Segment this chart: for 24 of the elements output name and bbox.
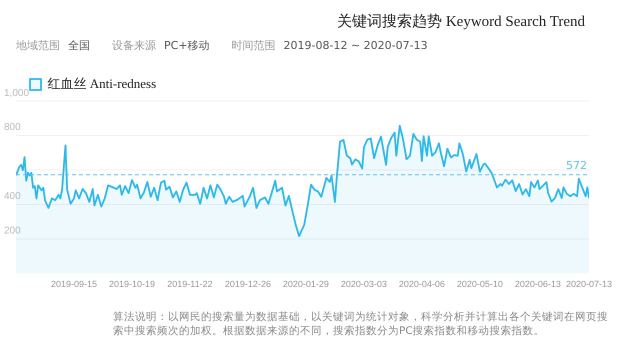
- legend-label: 红血丝 Anti-redness: [48, 76, 156, 91]
- x-tick-label: 2020-06-13: [514, 279, 561, 290]
- x-tick-label: 2020-07-13: [566, 279, 612, 290]
- y-tick-label: 1,000: [4, 88, 30, 99]
- text: 时间范围: [232, 39, 276, 52]
- x-tick-label: 2020-05-10: [456, 279, 503, 290]
- y-tick-label: 200: [4, 226, 22, 237]
- y-tick-label: 400: [4, 191, 22, 202]
- chart-title: 关键词搜索趋势 Keyword Search Trend: [337, 12, 585, 31]
- ref-line-label: 572: [566, 159, 587, 172]
- y-tick-label: 800: [4, 122, 22, 134]
- x-tick-label: 2019-12-26: [224, 279, 271, 290]
- x-tick-label: 2019-11-22: [167, 279, 213, 290]
- text: PC+移动: [164, 39, 210, 52]
- x-tick-label: 2019-09-15: [50, 279, 98, 290]
- x-tick-label: 2020-03-03: [340, 279, 387, 290]
- text: 算法说明：以网民的搜索量为数据基础，以关键词为统计对象，科学分析并计算出各个关键词在网页搜索中搜索频次的加权。根据数据来源的不同，搜索指数分为PC搜索指数和移动搜索指数。: [113, 310, 609, 338]
- x-tick-label: 2020-01-29: [282, 279, 329, 290]
- x-tick-label: 2019-10-19: [108, 279, 155, 290]
- x-tick-label: 2020-04-06: [398, 279, 445, 290]
- text: 设备来源: [112, 39, 156, 52]
- text: 2019-08-12 ~ 2020-07-13: [284, 39, 428, 52]
- text: 地域范围: [16, 39, 60, 52]
- text: 全国: [68, 39, 90, 52]
